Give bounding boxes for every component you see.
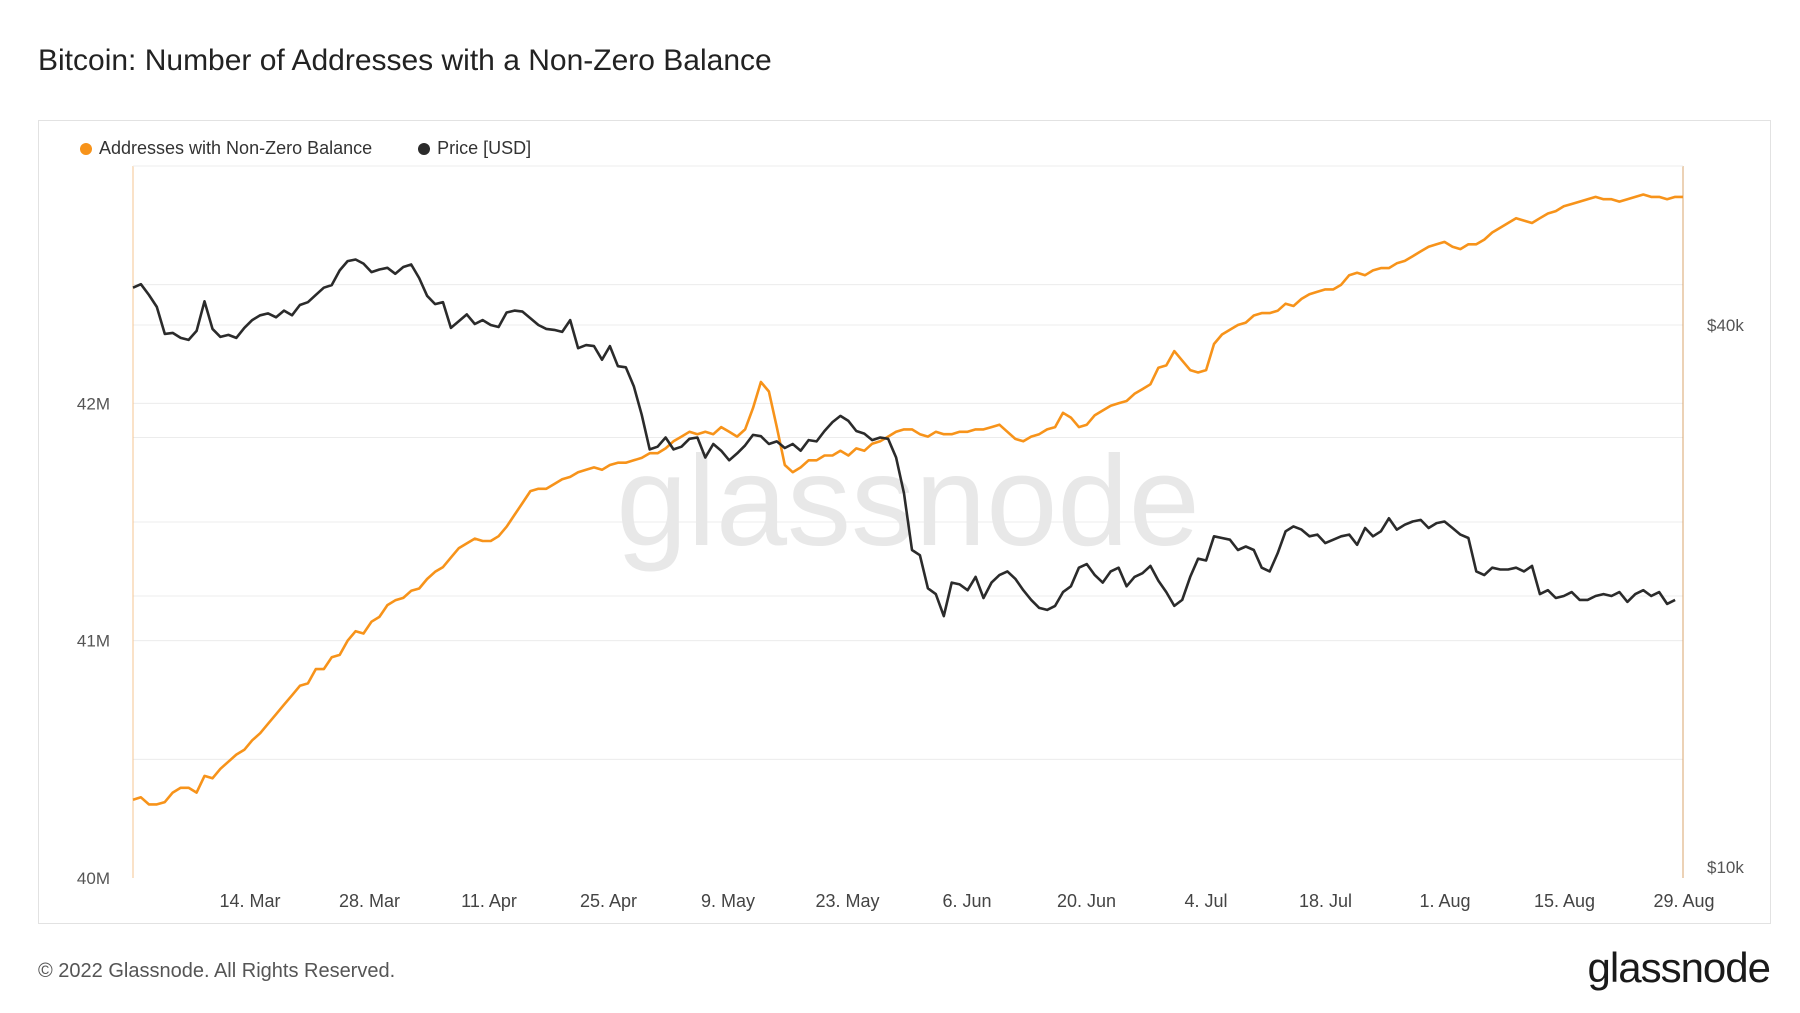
x-tick-label: 20. Jun [1057, 891, 1116, 911]
x-tick-label: 4. Jul [1184, 891, 1227, 911]
copyright-footer: © 2022 Glassnode. All Rights Reserved. [38, 960, 396, 982]
y-left-tick-label: 42M [77, 394, 110, 413]
y-left-tick-label: 41M [77, 632, 110, 651]
brand-logo: glassnode [1587, 944, 1771, 991]
legend-dot-price [418, 142, 431, 155]
y-right-tick-label: $10k [1707, 858, 1744, 877]
x-tick-label: 28. Mar [339, 891, 400, 911]
x-tick-label: 29. Aug [1653, 891, 1714, 911]
watermark-text: glassnode [616, 430, 1200, 573]
y-right-tick-label: $40k [1707, 316, 1744, 335]
legend-item-price[interactable]: Price [USD] [418, 138, 531, 159]
x-tick-label: 1. Aug [1419, 891, 1470, 911]
series-line-addresses [132, 193, 1683, 806]
legend-item-addresses[interactable]: Addresses with Non-Zero Balance [80, 138, 372, 159]
legend-label-addresses: Addresses with Non-Zero Balance [99, 138, 373, 158]
x-tick-label: 15. Aug [1534, 891, 1595, 911]
x-tick-label: 14. Mar [219, 891, 280, 911]
x-tick-label: 23. May [815, 891, 879, 911]
x-tick-label: 9. May [701, 891, 755, 911]
chart-legend: Addresses with Non-Zero Balance Price [U… [80, 138, 531, 159]
legend-label-price: Price [USD] [437, 138, 532, 158]
x-tick-label: 11. Apr [461, 891, 517, 911]
chart-frame [38, 120, 1771, 924]
y-left-tick-label: 40M [77, 869, 110, 888]
legend-dot-addresses [80, 142, 92, 155]
chart-title: Bitcoin: Number of Addresses with a Non-… [38, 44, 772, 77]
x-tick-label: 25. Apr [580, 891, 637, 911]
x-tick-label: 18. Jul [1299, 891, 1352, 911]
x-tick-label: 6. Jun [942, 891, 991, 911]
series-line-price [132, 258, 1676, 618]
